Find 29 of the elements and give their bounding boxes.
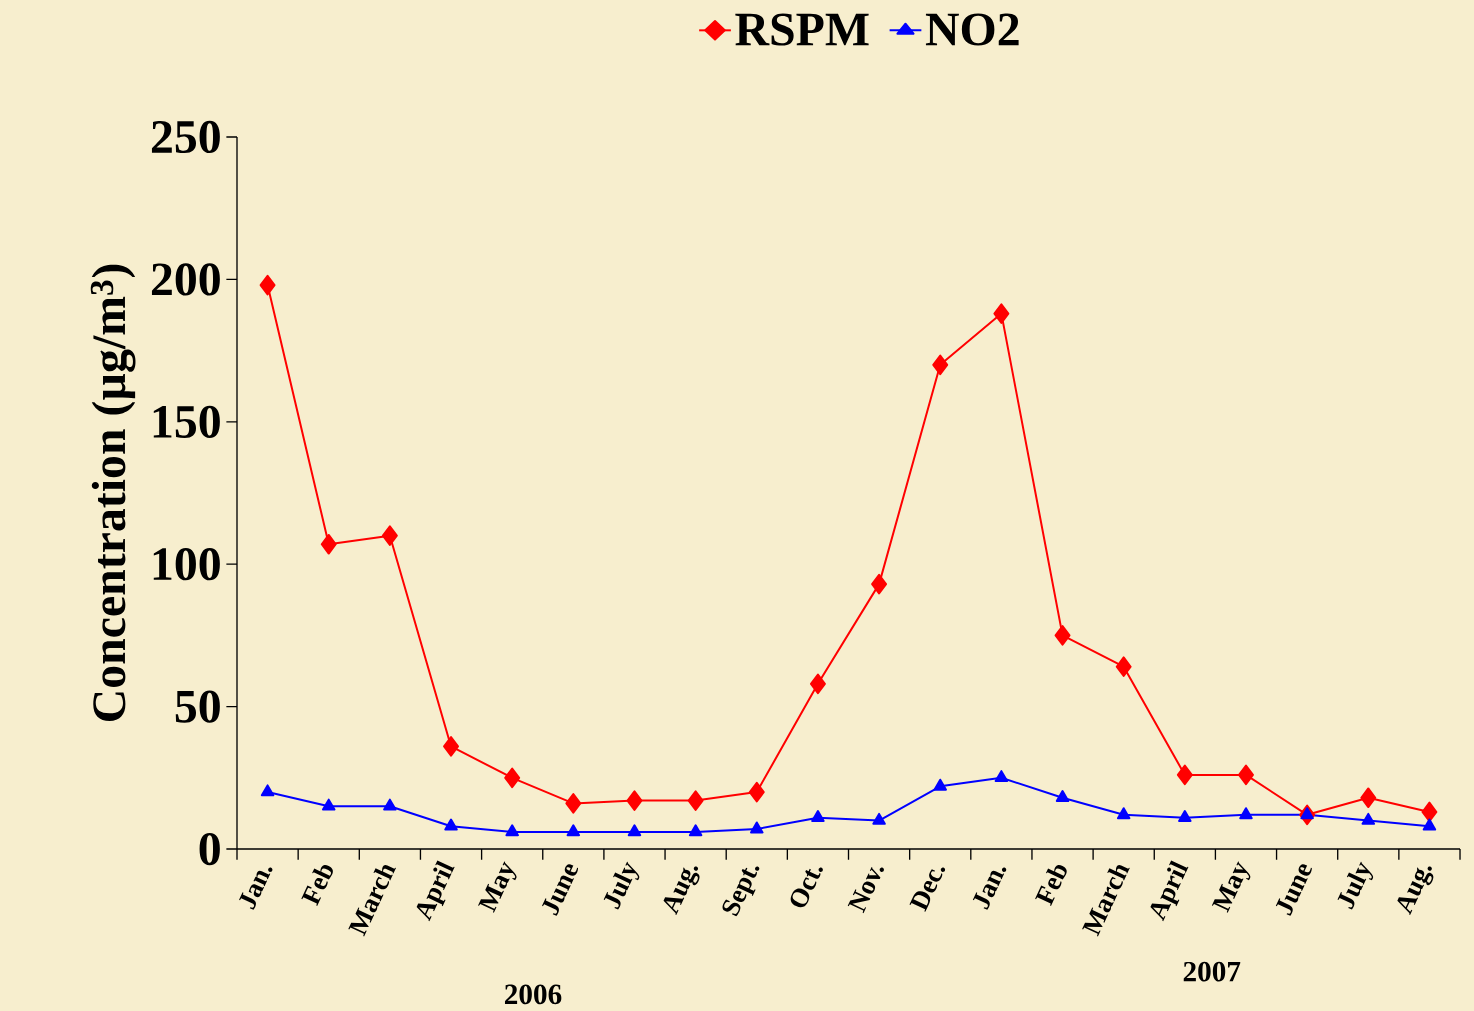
text: 2006 [504,984,562,1005]
x-tick-label: Jan. [972,867,1007,910]
y-tick-label: 0 [199,832,220,866]
x-tick-label: Dec. [909,867,946,912]
x-tick-label: Feb [1035,865,1067,906]
x-tick-label: Aug. [1397,866,1434,915]
x-tick-label: July [1337,861,1374,910]
x-tick-label: Nov. [847,867,884,914]
x-tick-label: Feb [301,865,333,906]
legend-label: RSPM [735,13,869,46]
x-tick-label: Jan. [239,867,273,910]
y-tick-label: 100 [153,548,220,581]
x-tick-label: May [1211,861,1251,913]
x-tick-label: July [603,861,640,910]
x-tick-label: Oct. [790,867,823,908]
x-tick-label: June [1275,864,1312,916]
y-tick-label: 250 [151,120,220,154]
text: 2007 [1183,961,1241,982]
x-tick-label: May [478,861,517,913]
y-tick-label: 50 [175,690,220,723]
y-tick-label: 150 [153,405,220,438]
x-tick-label: April [416,860,455,922]
legend-label: NO2 [925,13,1019,46]
y-tick-label: 200 [151,263,220,296]
x-tick-label: June [542,864,579,916]
x-tick-label: Sept. [722,866,760,917]
y-axis-title: Concentration (µg/m$^{3}$) [90,264,136,721]
x-tick-label: April [1150,860,1189,922]
x-tick-label: Aug. [663,866,700,915]
